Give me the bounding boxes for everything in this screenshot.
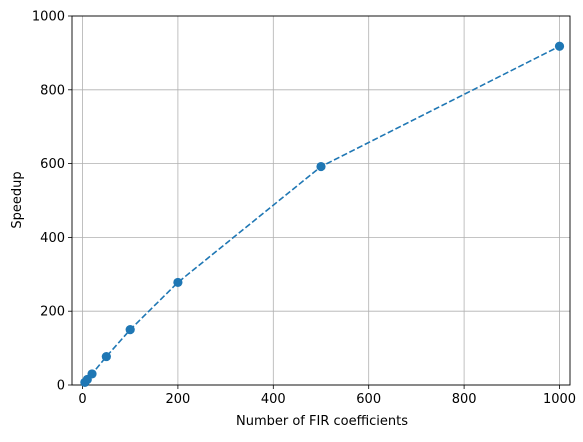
axes-frame <box>71 15 571 386</box>
y-tick-label: 200 <box>40 305 65 320</box>
x-tick-label: 800 <box>452 392 477 407</box>
y-tick-label: 0 <box>57 379 65 394</box>
x-axis-label: Number of FIR coefficients <box>236 414 408 429</box>
x-tick-label: 600 <box>356 392 381 407</box>
data-point <box>316 161 326 172</box>
data-point <box>125 325 135 335</box>
y-axis-label: Speedup <box>10 171 25 228</box>
y-tick-label: 1000 <box>32 10 65 25</box>
data-point <box>173 277 183 288</box>
series <box>80 41 565 388</box>
data-point <box>101 351 111 362</box>
data-point <box>554 41 565 51</box>
x-tick-label: 0 <box>78 392 86 407</box>
y-tick-label: 800 <box>40 83 65 98</box>
plot-frame <box>71 15 571 386</box>
x-tick-label: 1000 <box>543 392 576 407</box>
y-tick-label: 600 <box>40 157 65 172</box>
data-point <box>87 369 97 379</box>
x-tick-label: 400 <box>261 392 286 407</box>
x-tick-label: 200 <box>165 392 190 407</box>
axis-ticks: 0 200 400 600 800 1000 0 200 400 600 800 1000 <box>32 10 576 408</box>
y-tick-label: 400 <box>40 231 65 246</box>
